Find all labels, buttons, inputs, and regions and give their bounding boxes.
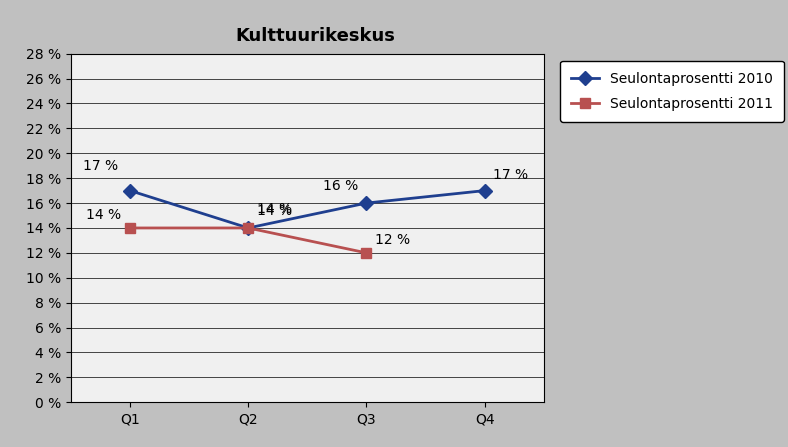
Text: 17 %: 17 % [83,159,118,173]
Text: 17 %: 17 % [493,168,528,182]
Text: 14 %: 14 % [257,202,292,215]
Legend: Seulontaprosentti 2010, Seulontaprosentti 2011: Seulontaprosentti 2010, Seulontaprosentt… [560,61,784,122]
Text: 12 %: 12 % [375,232,410,247]
Text: 14 %: 14 % [257,204,292,218]
Text: Kulttuurikeskus: Kulttuurikeskus [236,27,395,45]
Text: 14 %: 14 % [87,208,121,222]
Text: 16 %: 16 % [323,179,358,193]
